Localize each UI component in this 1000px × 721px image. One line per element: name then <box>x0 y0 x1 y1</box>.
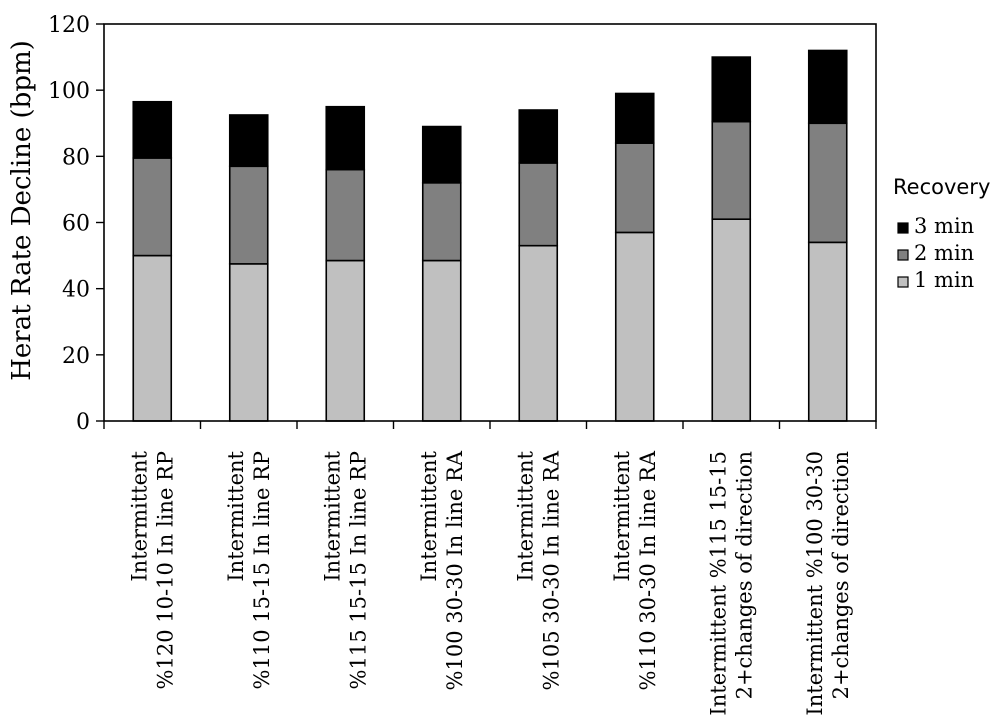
x-category-label-line: 2+changes of direction <box>829 451 853 699</box>
bar-segment-2-min-5 <box>518 162 559 247</box>
x-category-label-line: Intermittent <box>224 450 248 581</box>
bar-segment-1-min-6 <box>614 231 655 422</box>
bar-segment-2-min-8 <box>807 122 848 244</box>
x-category-label-line: %105 30-30 In line RA <box>539 450 563 690</box>
x-category-label: Intermittent %100 30-30 2+changes of dire… <box>803 451 853 716</box>
bar-segment-2-min-6 <box>614 142 655 234</box>
x-category-label-line: Intermittent <box>127 450 151 581</box>
bar-segment-3-min-8 <box>807 49 848 125</box>
x-category-label: Intermittent %110 15-15 In line RP <box>224 450 274 689</box>
bar-segment-3-min-3 <box>325 105 366 171</box>
legend-label: 3 min <box>914 214 974 238</box>
legend-swatch-3-min <box>897 222 909 234</box>
x-category-label-line: %115 15-15 In line RP <box>346 451 370 689</box>
x-category-label-line: %110 15-15 In line RP <box>250 451 274 689</box>
bar-segment-1-min-8 <box>807 241 848 422</box>
bar-segment-1-min-4 <box>421 259 462 422</box>
bar-segment-1-min-3 <box>325 259 366 422</box>
bar-segment-1-min-2 <box>228 263 269 422</box>
bar-segment-2-min-7 <box>711 120 752 220</box>
bars-layer <box>132 49 848 422</box>
y-tick-label: 80 <box>62 145 90 170</box>
legend: Recovery 3 min 2 min 1 min <box>893 175 990 292</box>
y-tick-label: 0 <box>76 410 90 435</box>
legend-swatch-1-min <box>897 276 909 288</box>
bar-segment-3-min-2 <box>228 114 269 168</box>
bar-segment-3-min-5 <box>518 109 559 164</box>
bar-segment-2-min-3 <box>325 168 366 262</box>
x-category-label: Intermittent %100 30-30 In line RA <box>417 450 467 690</box>
bar-segment-1-min-1 <box>132 254 173 422</box>
x-category-label-line: %110 30-30 In line RA <box>636 450 660 690</box>
bar-segment-3-min-7 <box>711 56 752 123</box>
labels-layer: 0 20 40 60 80 100 120 Herat Rate Decline (bpm) I… <box>7 13 853 716</box>
bar-segment-2-min-4 <box>421 182 462 262</box>
x-category-label-line: Intermittent <box>417 450 441 581</box>
x-category-label-line: Intermittent %115 15-15 <box>706 451 730 716</box>
y-tick-label: 100 <box>48 79 90 104</box>
legend-label: 2 min <box>914 241 974 265</box>
bar-segment-2-min-2 <box>228 165 269 265</box>
y-tick-label: 40 <box>62 278 90 303</box>
axes-layer <box>96 23 877 429</box>
bar-segment-3-min-1 <box>132 100 173 159</box>
x-category-label: Intermittent %115 15-15 In line RP <box>320 450 370 689</box>
bar-segment-3-min-6 <box>614 92 655 144</box>
x-category-label-line: Intermittent <box>320 450 344 581</box>
bar-segment-1-min-7 <box>711 218 752 422</box>
x-category-label-line: %120 10-10 In line RP <box>153 451 177 689</box>
x-category-label-line: 2+changes of direction <box>732 451 756 699</box>
x-category-label: Intermittent %115 15-15 2+changes of dire… <box>706 451 756 716</box>
x-category-label-line: Intermittent <box>610 450 634 581</box>
plot-frame <box>103 23 877 422</box>
y-tick-label: 60 <box>62 212 90 237</box>
legend-swatch-2-min <box>897 249 909 261</box>
x-category-label: Intermittent %110 30-30 In line RA <box>610 450 660 690</box>
legend-label: 1 min <box>914 268 974 292</box>
y-axis-title: Herat Rate Decline (bpm) <box>7 40 37 381</box>
bar-segment-3-min-4 <box>421 125 462 184</box>
x-category-label-line: Intermittent %100 30-30 <box>803 451 827 716</box>
y-tick-label: 120 <box>48 13 90 38</box>
y-tick-label: 20 <box>62 344 90 369</box>
x-category-label-line: %100 30-30 In line RA <box>443 450 467 690</box>
bar-segment-1-min-5 <box>518 244 559 422</box>
x-category-label-line: Intermittent <box>513 450 537 581</box>
x-category-label: Intermittent %105 30-30 In line RA <box>513 450 563 690</box>
x-category-label: Intermittent %120 10-10 In line RP <box>127 450 177 689</box>
bar-segment-2-min-1 <box>132 157 173 257</box>
legend-title: Recovery <box>893 175 990 199</box>
